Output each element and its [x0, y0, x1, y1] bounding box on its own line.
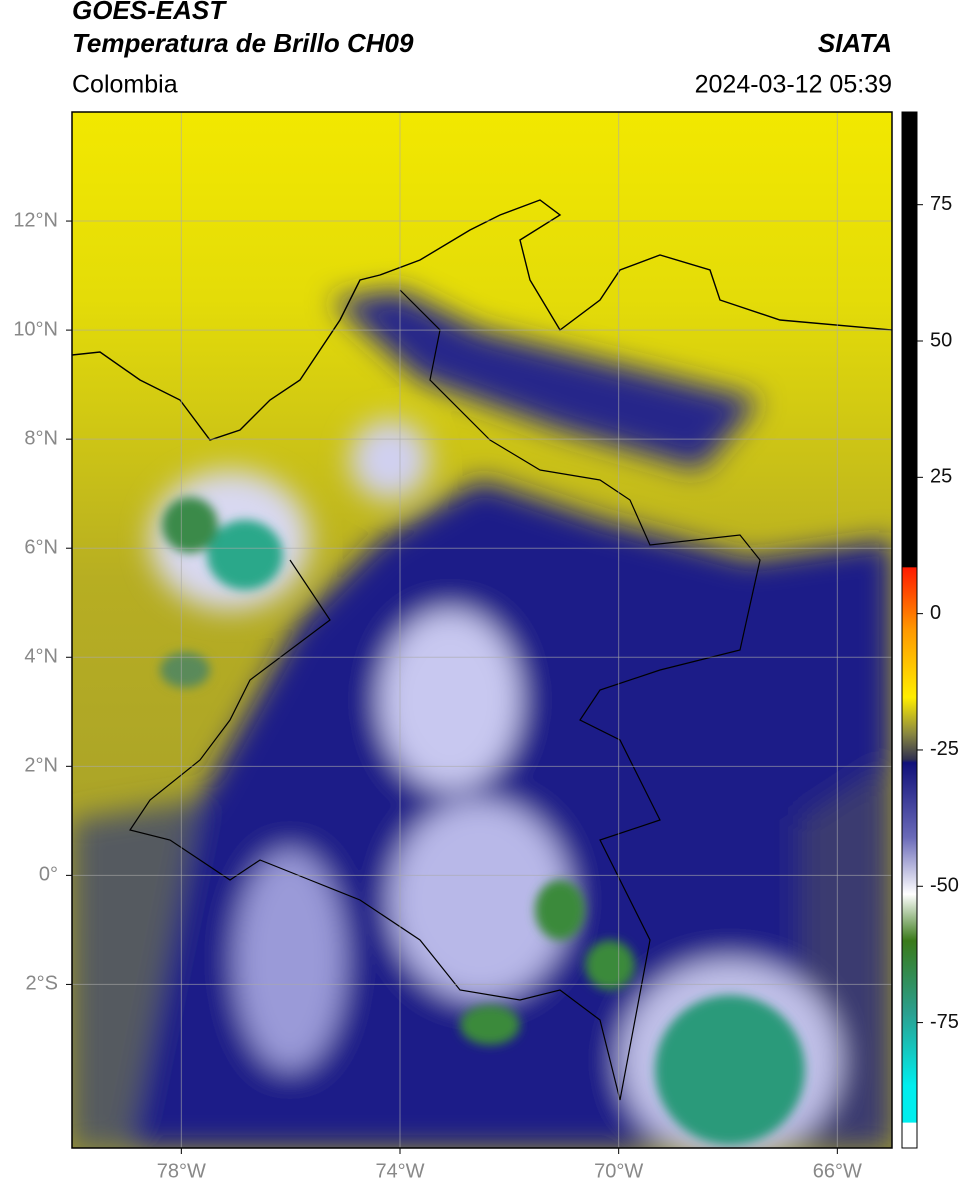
colorbar-tick-label: -50: [930, 875, 959, 897]
colorbar-tick-label: 75: [930, 193, 952, 215]
y-tick-label: 4°N: [24, 646, 58, 668]
colorbar-tick-label: 25: [930, 466, 952, 488]
y-tick-label: 2°S: [26, 973, 58, 995]
timestamp: 2024-03-12 05:39: [695, 71, 892, 99]
subtitle: Temperatura de Brillo CH09: [72, 28, 414, 58]
x-tick-label: 78°W: [157, 1160, 206, 1182]
region: Colombia: [72, 71, 178, 99]
y-tick-label: 12°N: [13, 209, 58, 231]
y-tick-label: 6°N: [24, 536, 58, 558]
colorbar-tick-label: -25: [930, 738, 959, 760]
y-tick-label: 8°N: [24, 427, 58, 449]
satellite-image: [72, 112, 892, 1148]
y-tick-label: 10°N: [13, 318, 58, 340]
map-frame: [71, 111, 893, 1149]
source: SIATA: [818, 28, 892, 58]
y-tick-label: 0°: [39, 864, 58, 886]
y-tick-label: 2°N: [24, 755, 58, 777]
x-tick-label: 74°W: [375, 1160, 424, 1182]
colorbar-tick-label: -75: [930, 1011, 959, 1033]
colorbar: [901, 111, 918, 1149]
colorbar-tick-label: 50: [930, 329, 952, 351]
title: GOES-EAST: [72, 0, 227, 25]
colorbar-tick-label: 0: [930, 602, 941, 624]
x-tick-label: 70°W: [594, 1160, 643, 1182]
x-tick-label: 66°W: [813, 1160, 862, 1182]
grid: [72, 112, 892, 1148]
